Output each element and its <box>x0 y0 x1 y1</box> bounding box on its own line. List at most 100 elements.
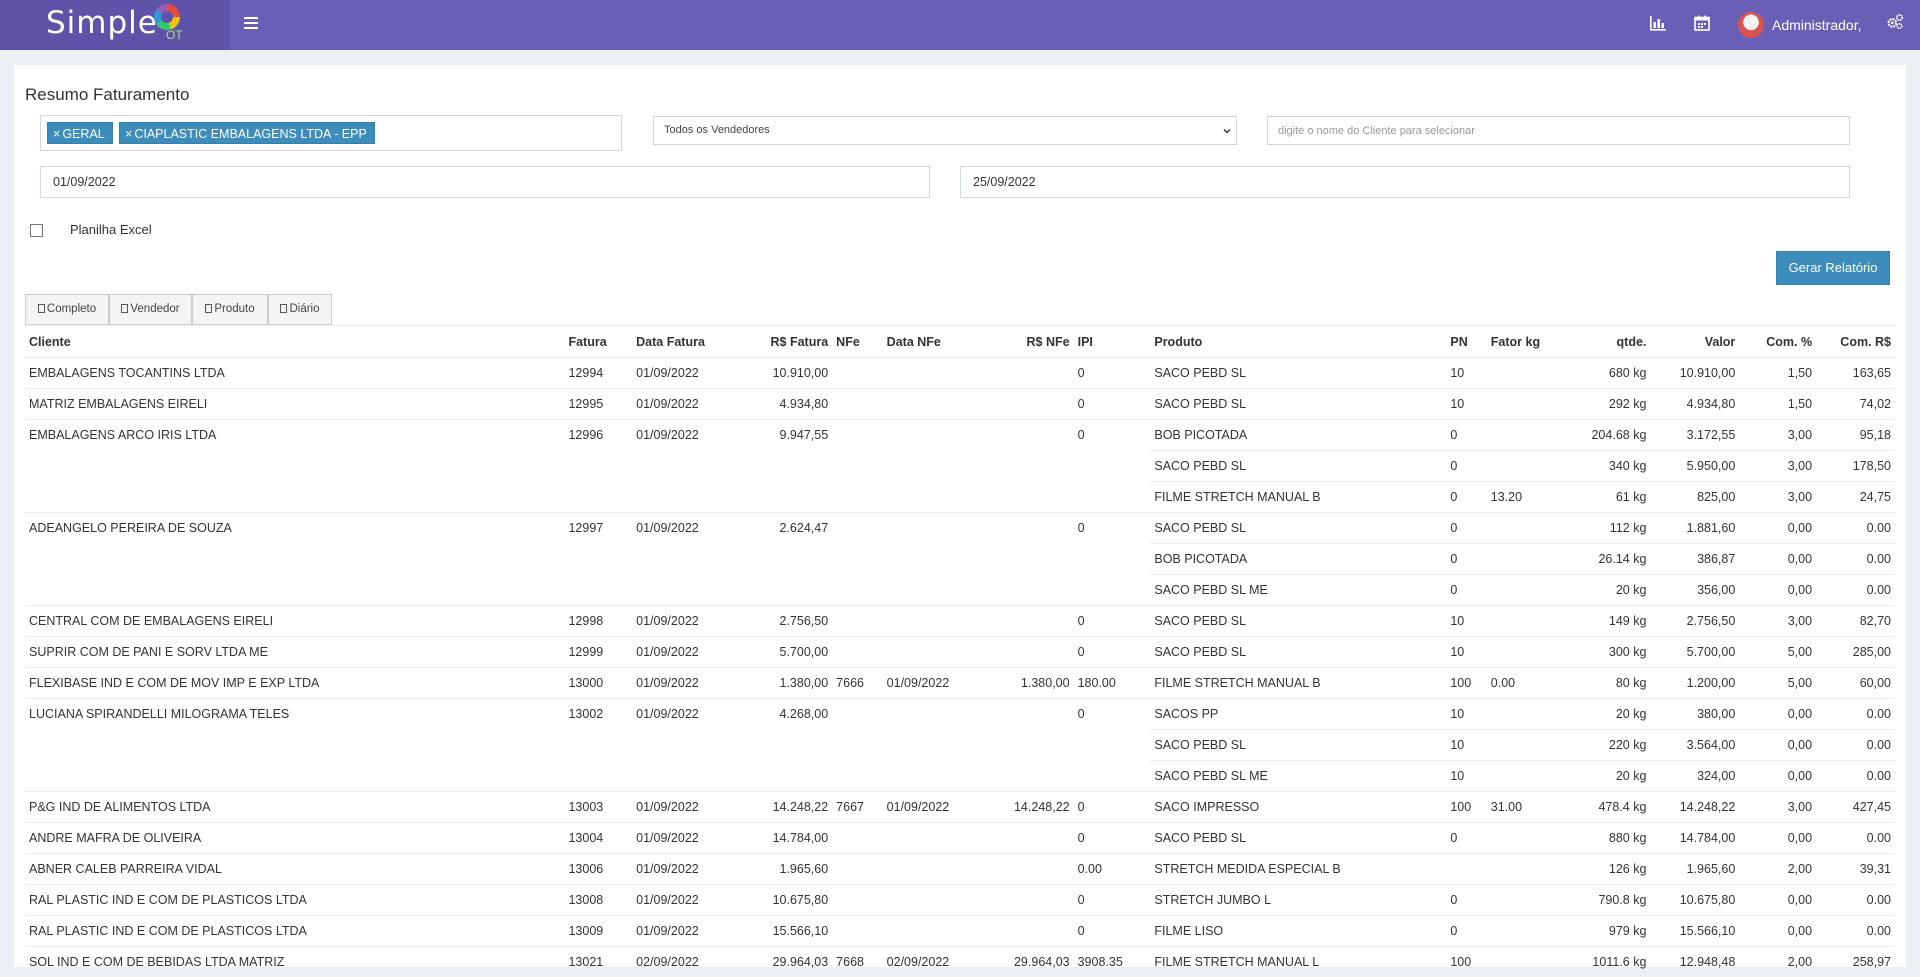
table-cell: 0 <box>1446 823 1486 854</box>
table-cell: 14.248,22 <box>742 792 832 823</box>
table-cell: SACO PEBD SL <box>1150 637 1446 668</box>
remove-tag-icon[interactable]: × <box>125 127 132 141</box>
table-cell: FILME LISO <box>1150 916 1446 947</box>
tag-geral[interactable]: ×GERAL <box>47 122 113 144</box>
tag-ciaplastic[interactable]: ×CIAPLASTIC EMBALAGENS LTDA - EPP <box>119 122 375 144</box>
table-cell <box>985 420 1074 451</box>
table-cell <box>985 575 1074 606</box>
table-cell <box>1487 420 1564 451</box>
user-name[interactable]: Administrador, <box>1772 17 1861 33</box>
table-cell <box>1074 761 1151 792</box>
table-cell: 0 <box>1074 823 1151 854</box>
table-cell <box>632 482 742 513</box>
table-cell: CENTRAL COM DE EMBALAGENS EIRELI <box>25 606 564 637</box>
table-cell: P&G IND DE ALIMENTOS LTDA <box>25 792 564 823</box>
table-cell: 14.784,00 <box>1650 823 1739 854</box>
table-cell: 0 <box>1446 451 1486 482</box>
tab-vendedor[interactable]: Vendedor <box>109 294 192 325</box>
tag-label: GERAL <box>62 127 104 141</box>
table-cell <box>883 916 985 947</box>
pdf-icon <box>280 304 287 313</box>
table-cell: 178,50 <box>1816 451 1895 482</box>
table-cell <box>1074 730 1151 761</box>
column-header: Com. R$ <box>1816 326 1895 358</box>
table-cell <box>1487 575 1564 606</box>
column-header: PN <box>1446 326 1486 358</box>
table-cell: 3.564,00 <box>1650 730 1739 761</box>
table-cell <box>985 544 1074 575</box>
vendor-select[interactable]: Todos os Vendedores <box>653 116 1237 145</box>
table-cell <box>742 575 832 606</box>
table-cell: 01/09/2022 <box>883 792 985 823</box>
table-cell: 2.756,50 <box>1650 606 1739 637</box>
table-row: FLEXIBASE IND E COM DE MOV IMP E EXP LTD… <box>25 668 1895 699</box>
column-header: Fatura <box>564 326 632 358</box>
table-cell: 12.948,48 <box>1650 947 1739 977</box>
tab-diario[interactable]: Diário <box>268 294 332 325</box>
table-cell: 20 kg <box>1564 699 1651 730</box>
gears-icon[interactable] <box>1886 13 1904 31</box>
start-date-input[interactable] <box>40 166 930 198</box>
table-cell <box>832 389 883 420</box>
table-cell: 258,97 <box>1816 947 1895 977</box>
table-cell: FLEXIBASE IND E COM DE MOV IMP E EXP LTD… <box>25 668 564 699</box>
table-cell <box>832 544 883 575</box>
table-cell: 13008 <box>564 885 632 916</box>
table-cell: 356,00 <box>1650 575 1739 606</box>
table-cell: 10 <box>1446 699 1486 730</box>
remove-tag-icon[interactable]: × <box>53 127 60 141</box>
table-cell: 5.700,00 <box>742 637 832 668</box>
table-cell <box>883 420 985 451</box>
table-cell: 10 <box>1446 389 1486 420</box>
generate-report-button[interactable]: Gerar Relatório <box>1776 251 1890 285</box>
table-cell: 285,00 <box>1816 637 1895 668</box>
table-cell: SACO PEBD SL <box>1150 389 1446 420</box>
table-cell: 126 kg <box>1564 854 1651 885</box>
column-header: qtde. <box>1564 326 1651 358</box>
table-cell: 204.68 kg <box>1564 420 1651 451</box>
table-cell <box>742 730 832 761</box>
avatar[interactable] <box>1738 12 1764 38</box>
vendor-select-value: Todos os Vendedores <box>664 124 770 136</box>
table-cell: 01/09/2022 <box>632 885 742 916</box>
calendar-icon[interactable] <box>1693 14 1711 32</box>
tab-completo[interactable]: Completo <box>25 294 109 325</box>
table-cell: 20 kg <box>1564 761 1651 792</box>
table-cell: 979 kg <box>1564 916 1651 947</box>
table-cell: 2,00 <box>1739 947 1816 977</box>
brand-suffix: OT <box>166 28 183 42</box>
table-cell: 13004 <box>564 823 632 854</box>
table-cell: 15.566,10 <box>742 916 832 947</box>
table-cell: 1.380,00 <box>985 668 1074 699</box>
table-cell: 10 <box>1446 730 1486 761</box>
table-cell: 4.934,80 <box>1650 389 1739 420</box>
table-cell <box>1487 947 1564 977</box>
excel-checkbox[interactable] <box>30 224 43 237</box>
table-cell <box>883 854 985 885</box>
table-cell: 3,00 <box>1739 606 1816 637</box>
table-cell: 61 kg <box>1564 482 1651 513</box>
menu-icon[interactable] <box>244 17 258 29</box>
table-cell: 0,00 <box>1739 575 1816 606</box>
brand-logo[interactable]: Simple OT <box>0 0 230 50</box>
table-cell: BOB PICOTADA <box>1150 420 1446 451</box>
table-cell <box>1487 513 1564 544</box>
table-cell: 5,00 <box>1739 637 1816 668</box>
end-date-input[interactable] <box>960 166 1850 198</box>
tab-produto[interactable]: Produto <box>192 294 268 325</box>
table-cell: 14.784,00 <box>742 823 832 854</box>
table-cell <box>742 761 832 792</box>
table-cell: 292 kg <box>1564 389 1651 420</box>
table-cell: 3.172,55 <box>1650 420 1739 451</box>
column-header: Data NFe <box>883 326 985 358</box>
table-cell: SACO PEBD SL <box>1150 358 1446 389</box>
bar-chart-icon[interactable] <box>1649 14 1667 32</box>
table-cell: 0 <box>1446 575 1486 606</box>
company-tag-select[interactable]: ×GERAL ×CIAPLASTIC EMBALAGENS LTDA - EPP <box>40 115 622 151</box>
client-search-input[interactable] <box>1267 116 1850 145</box>
